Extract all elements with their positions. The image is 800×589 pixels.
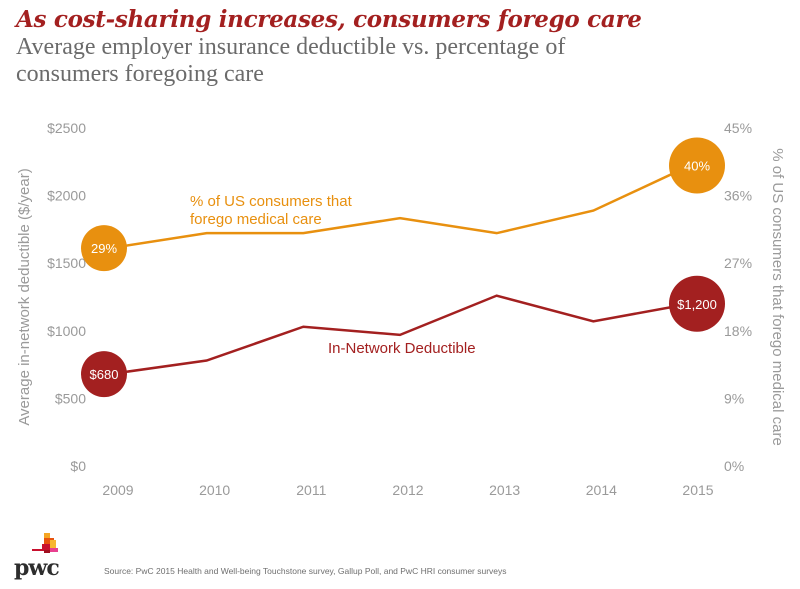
- right-y-axis-title: % of US consumers that forego medical ca…: [769, 148, 786, 446]
- right-y-axis: 0% 9% 18% 27% 36% 45%: [724, 120, 752, 474]
- data-label-deductible-first: $680: [90, 367, 119, 382]
- right-y-tick-label: 36%: [724, 188, 752, 204]
- endpoint-bubble-deductible-first: [81, 351, 127, 398]
- left-y-axis: $0 $500 $1000 $1500 $2000 $2500: [47, 120, 86, 474]
- source-note: Source: PwC 2015 Health and Well-being T…: [104, 566, 507, 576]
- x-axis: 2009 2010 2011 2012 2013 2014 2015: [102, 482, 713, 498]
- x-tick-label: 2011: [296, 482, 326, 498]
- left-y-tick-label: $1000: [47, 323, 86, 339]
- x-tick-label: 2014: [586, 482, 617, 498]
- endpoint-bubble-forego-care-first: [81, 225, 127, 272]
- left-y-tick-label: $0: [70, 458, 86, 474]
- left-y-tick-label: $500: [55, 390, 86, 406]
- pwc-logo-mark-icon: [32, 533, 58, 553]
- x-tick-label: 2009: [102, 482, 133, 498]
- x-tick-label: 2015: [682, 482, 713, 498]
- endpoint-bubble-deductible-last: [669, 275, 725, 332]
- left-y-tick-label: $2000: [47, 188, 86, 204]
- pwc-logo-text: pwc: [14, 555, 60, 581]
- right-y-tick-label: 0%: [724, 458, 744, 474]
- chart-subtitle: Average employer insurance deductible vs…: [16, 34, 566, 87]
- x-tick-label: 2012: [392, 482, 423, 498]
- right-y-tick-label: 18%: [724, 323, 752, 339]
- chart-title: As cost-sharing increases, consumers for…: [16, 6, 642, 33]
- data-label-forego-care-last: 40%: [684, 159, 710, 174]
- data-label-deductible-last: $1,200: [677, 297, 717, 312]
- pwc-logo: pwc: [14, 527, 74, 579]
- x-tick-label: 2010: [199, 482, 230, 498]
- left-y-tick-label: $1500: [47, 255, 86, 271]
- series-label-forego-care-line2: forego medical care: [190, 211, 322, 228]
- left-y-tick-label: $2500: [47, 120, 86, 136]
- right-y-tick-label: 9%: [724, 390, 744, 406]
- series-label-forego-care-line1: % of US consumers that: [190, 193, 353, 210]
- series-label-deductible: In-Network Deductible: [328, 340, 476, 357]
- data-label-forego-care-first: 29%: [91, 241, 117, 256]
- right-y-tick-label: 45%: [724, 120, 752, 136]
- left-y-axis-title: Average in-network deductible ($/year): [16, 168, 33, 425]
- right-y-tick-label: 27%: [724, 255, 752, 271]
- x-tick-label: 2013: [489, 482, 520, 498]
- series-layer: 29% 40% $680 $1,200: [81, 137, 725, 398]
- endpoint-bubble-forego-care-last: [669, 137, 725, 194]
- line-chart: $0 $500 $1000 $1500 $2000 $2500 0% 9% 18% 27% 36%…: [16, 120, 786, 498]
